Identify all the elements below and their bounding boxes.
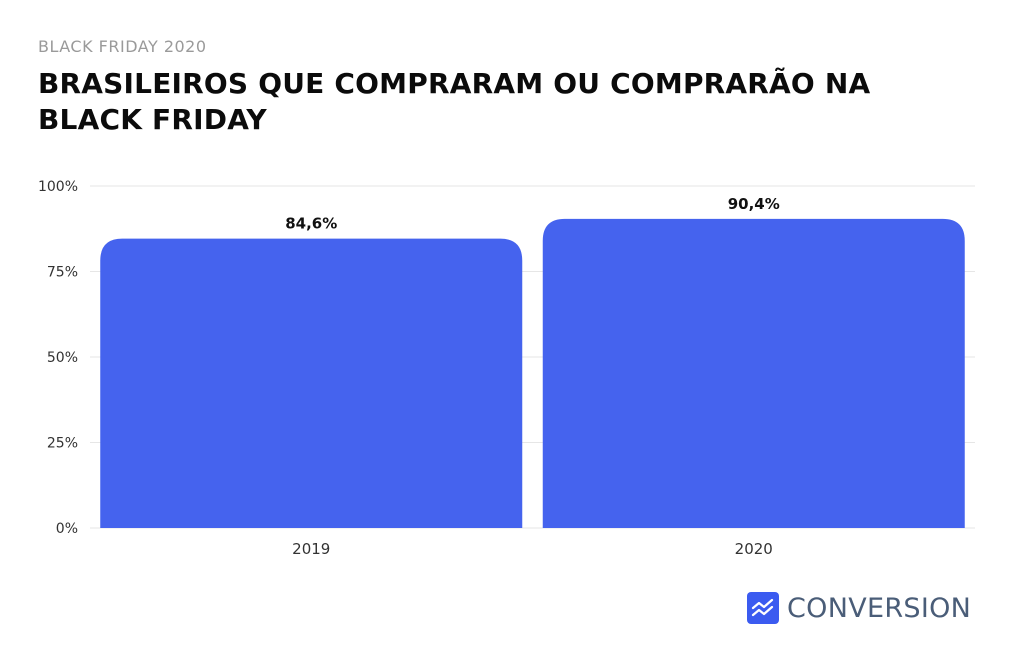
- value-label: 90,4%: [728, 195, 780, 213]
- x-axis-ticks: 2019 2020: [292, 540, 773, 558]
- chart-kicker: BLACK FRIDAY 2020: [38, 37, 207, 56]
- brand-name: CONVERSION: [787, 592, 972, 624]
- x-tick-label: 2019: [292, 540, 330, 558]
- trend-chart-icon: [747, 592, 779, 624]
- bar-2019: [100, 238, 523, 528]
- conversion-logo: CONVERSION: [747, 592, 971, 624]
- bars: [100, 218, 965, 528]
- x-tick-label: 2020: [735, 540, 773, 558]
- y-tick-label: 100%: [38, 179, 78, 195]
- value-label: 84,6%: [285, 215, 337, 233]
- bar-2020: [542, 218, 965, 528]
- chart-title: BRASILEIROS QUE COMPRARAM OU COMPRARÃO N…: [38, 67, 871, 136]
- value-labels: 84,6% 90,4%: [285, 195, 780, 233]
- y-axis-ticks: 0% 25% 50% 75% 100%: [38, 179, 78, 537]
- y-tick-label: 0%: [56, 521, 78, 537]
- y-tick-label: 25%: [47, 436, 78, 452]
- y-tick-label: 75%: [47, 265, 78, 281]
- y-tick-label: 50%: [47, 350, 78, 366]
